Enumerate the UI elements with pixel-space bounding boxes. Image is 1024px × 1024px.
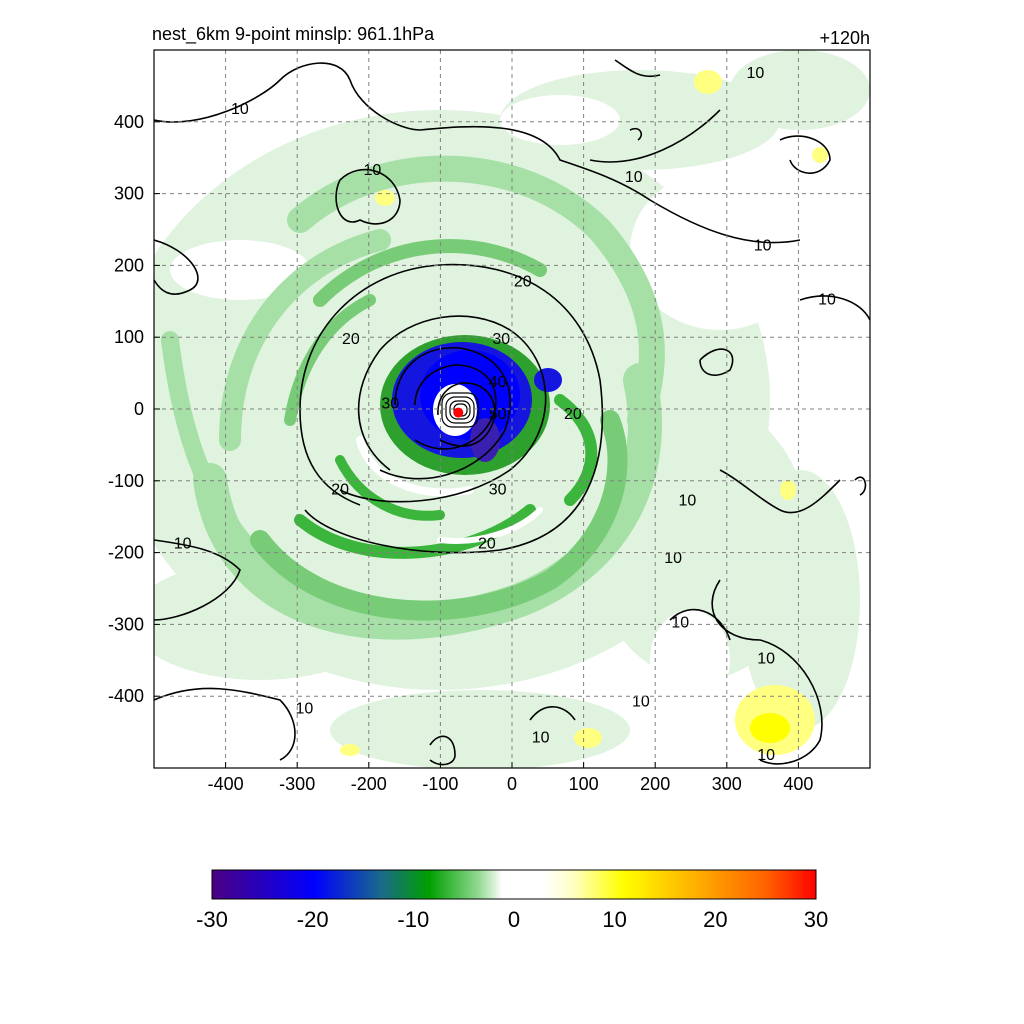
contour-label: 10: [671, 614, 689, 631]
x-tick-label: 300: [712, 774, 742, 794]
y-tick-label: 200: [114, 255, 144, 275]
x-tick-label: -400: [208, 774, 244, 794]
y-tick-label: -300: [108, 614, 144, 634]
contour-label: 10: [174, 535, 192, 552]
contour-label: 20: [478, 535, 496, 552]
colorbar-tick-label: 30: [804, 907, 828, 932]
colorbar: -30 -20 -10 0 10 20 30: [196, 869, 828, 932]
x-tick-label: 100: [569, 774, 599, 794]
contour-label: 10: [632, 693, 650, 710]
x-axis: -400 -300 -200 -100 0 100 200 300 400: [208, 762, 813, 794]
wind-field-shading: [154, 50, 870, 768]
contour-label: 20: [342, 331, 360, 348]
forecast-hour-label: +120h: [819, 28, 870, 48]
contour-label: 30: [381, 395, 399, 412]
wind-speed-contours: [154, 59, 870, 766]
y-tick-label: -200: [108, 543, 144, 563]
y-axis: 400 300 200 100 0 -100 -200 -300 -400: [108, 112, 160, 706]
contour-label: 10: [818, 291, 836, 308]
y-tick-label: 0: [134, 399, 144, 419]
y-tick-label: 100: [114, 327, 144, 347]
contour-label: 10: [625, 169, 643, 186]
colorbar-tick-label: 20: [703, 907, 727, 932]
contour-label: 10: [754, 237, 772, 254]
contour-label: 10: [295, 701, 313, 718]
contour-label: 10: [757, 650, 775, 667]
x-tick-label: 200: [640, 774, 670, 794]
colorbar-tick-label: 10: [602, 907, 626, 932]
y-tick-label: -100: [108, 471, 144, 491]
contour-label: 10: [532, 729, 550, 746]
colorbar-tick-label: 0: [508, 907, 520, 932]
y-tick-label: 300: [114, 184, 144, 204]
contour-label: 20: [331, 482, 349, 499]
contour-label: 10: [747, 65, 765, 82]
colorbar-tick-label: -30: [196, 907, 228, 932]
colorbar-tick-label: -20: [297, 907, 329, 932]
x-tick-label: -200: [351, 774, 387, 794]
contour-label: 10: [757, 747, 775, 764]
contour-label: 40: [489, 374, 507, 391]
contour-label: 20: [514, 273, 532, 290]
contour-label: 10: [679, 492, 697, 509]
y-tick-label: -400: [108, 686, 144, 706]
contour-label: 30: [489, 482, 507, 499]
colorbar-gradient: [211, 869, 817, 900]
colorbar-tick-label: -10: [397, 907, 429, 932]
storm-center-marker: [453, 407, 464, 418]
x-tick-label: -300: [279, 774, 315, 794]
contour-label: 20: [564, 406, 582, 423]
x-tick-label: -100: [422, 774, 458, 794]
y-tick-label: 400: [114, 112, 144, 132]
contour-label: 30: [492, 331, 510, 348]
x-tick-label: 400: [783, 774, 813, 794]
contour-label: 10: [231, 101, 249, 118]
x-tick-label: 0: [507, 774, 517, 794]
contour-label: 10: [664, 550, 682, 567]
contour-label: 50: [489, 406, 507, 423]
chart-title: nest_6km 9-point minslp: 961.1hPa: [152, 24, 435, 45]
contour-label: 10: [363, 162, 381, 179]
